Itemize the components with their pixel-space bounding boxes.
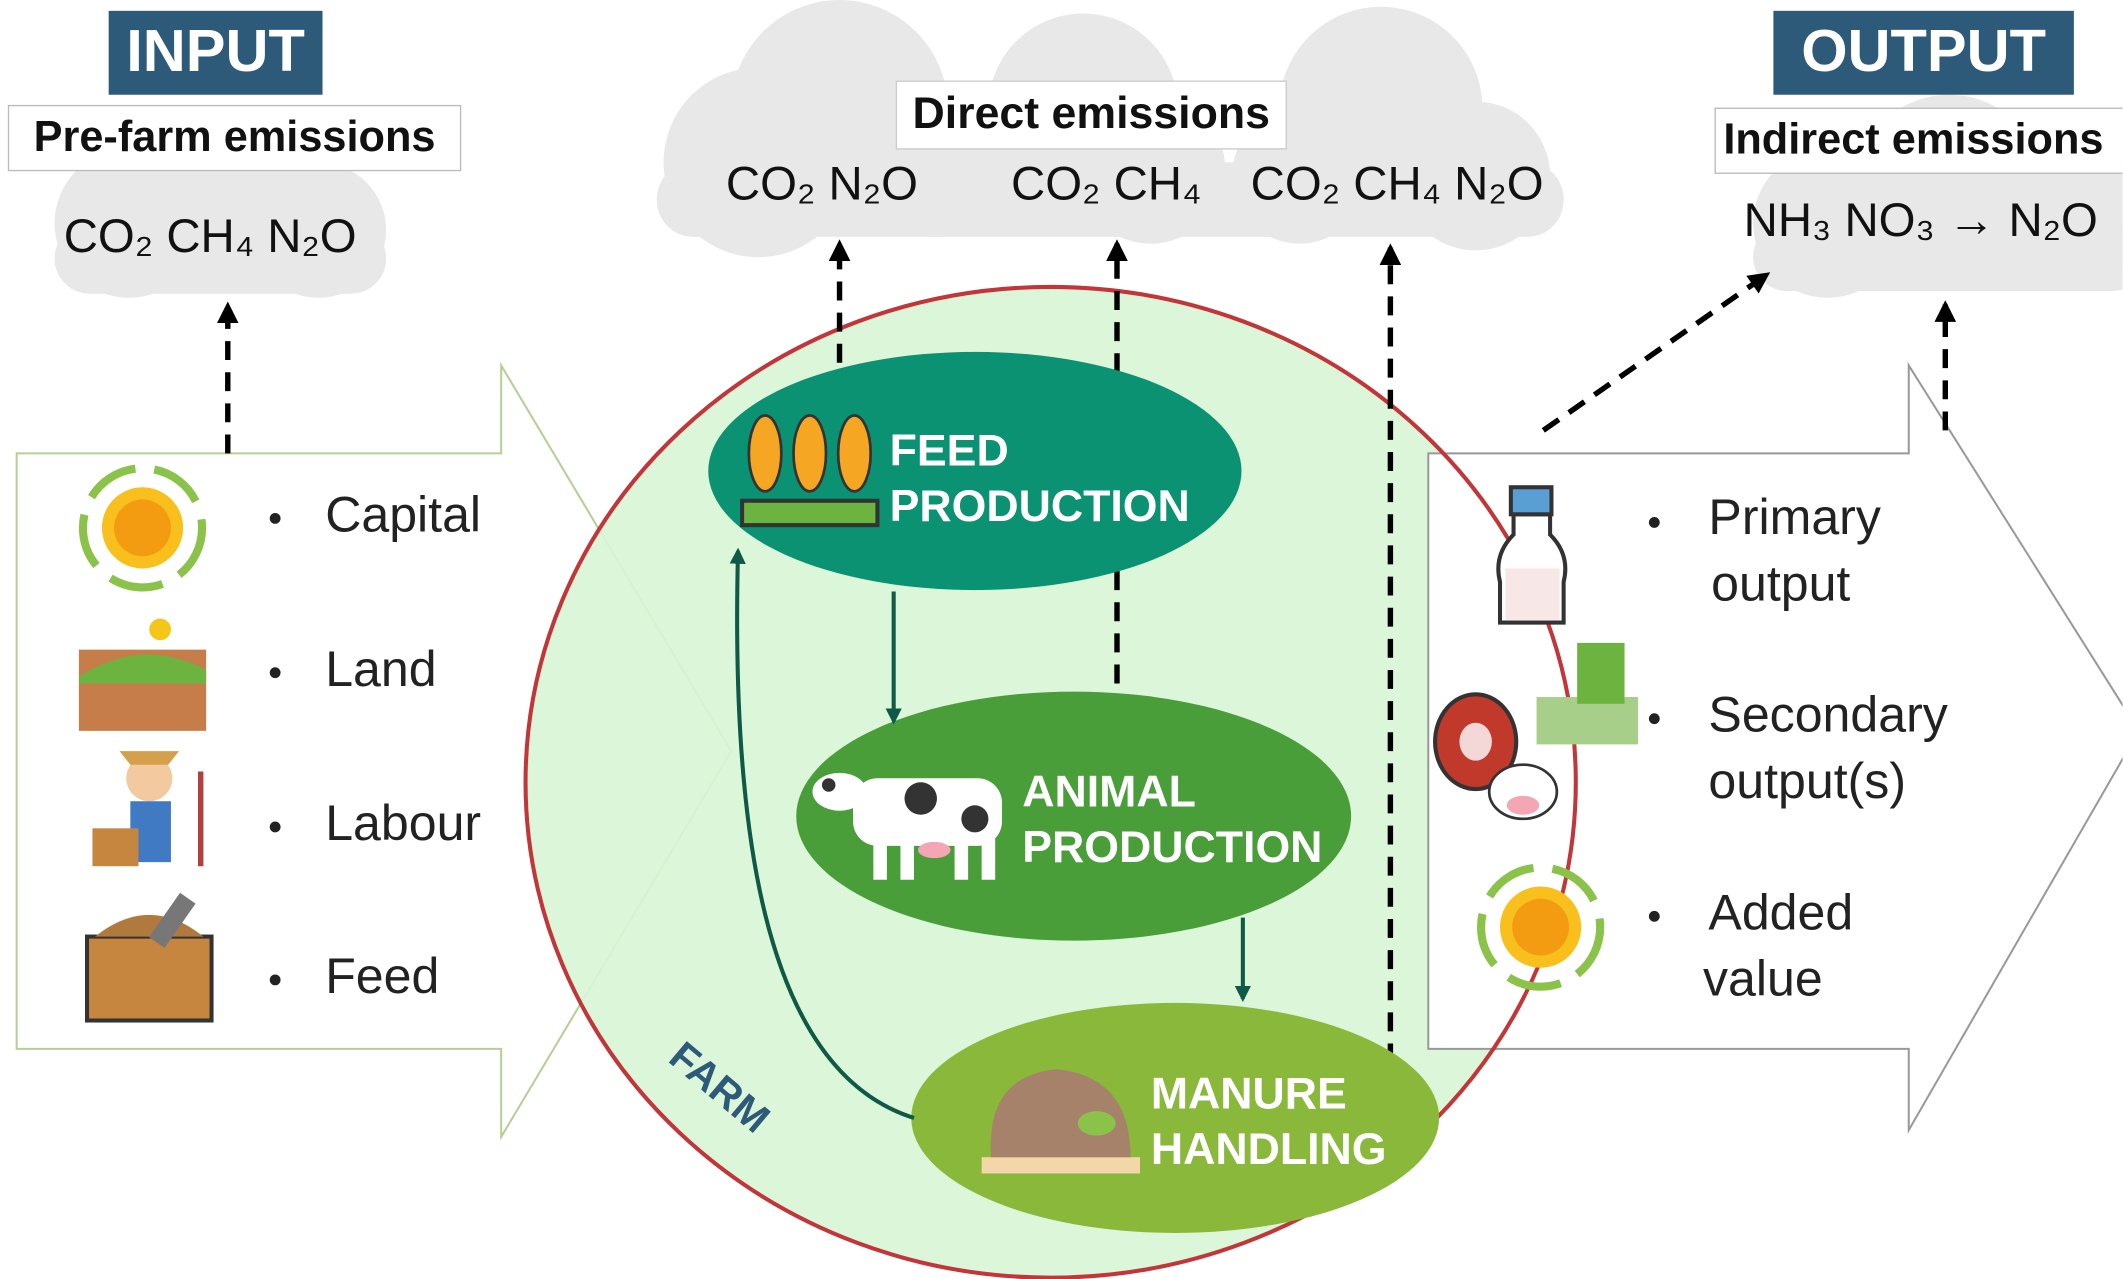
input-subtitle: Pre-farm emissions [34, 113, 436, 161]
input-item: Land [325, 641, 436, 697]
input-gases: CO₂ CH₄ N₂O [64, 210, 357, 263]
output-gases: NH₃ NO₃ → N₂O [1744, 194, 2098, 247]
direct-gases: CO₂ CH₄ N₂O [1251, 157, 1544, 210]
input-item: Labour [325, 795, 481, 851]
canvas: INPUT Pre-farm emissions CO₂ CH₄ N₂O Cap… [9, 0, 2123, 1278]
emission-arrow [1543, 275, 1766, 431]
output-title: OUTPUT [1801, 17, 2046, 84]
crop-icon [742, 416, 877, 526]
output-subtitle: Indirect emissions [1723, 116, 2103, 164]
output-arrow [1428, 365, 2123, 1130]
input-item: Capital [325, 487, 481, 543]
input-item: Feed [325, 948, 439, 1004]
direct-title: Direct emissions [913, 89, 1270, 138]
diagram: INPUT Pre-farm emissions CO₂ CH₄ N₂O Cap… [0, 0, 2123, 1279]
direct-gases: CO₂ CH₄ [1011, 157, 1201, 210]
direct-gases: CO₂ N₂O [726, 157, 918, 210]
input-title: INPUT [126, 17, 305, 84]
